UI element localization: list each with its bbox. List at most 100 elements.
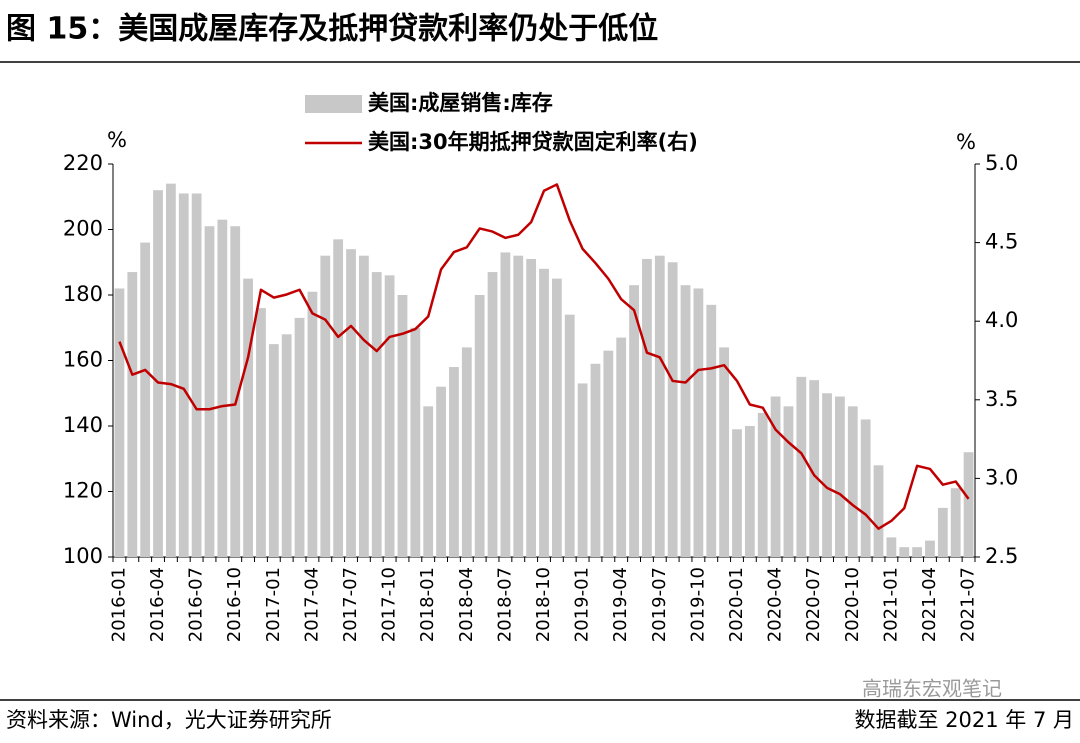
bar	[873, 465, 884, 557]
bar	[461, 347, 472, 557]
bar	[230, 226, 241, 557]
bar	[937, 507, 948, 557]
bar	[166, 183, 176, 557]
note: 数据截至 2021 年 7 月	[854, 708, 1074, 732]
watermark: 高瑞东宏观笔记	[862, 677, 1002, 701]
y-tick-label: 140	[63, 413, 103, 437]
source: 资料来源：Wind，光大证券研究所	[6, 708, 332, 732]
bar	[268, 344, 279, 557]
x-tick-label: 2016-04	[147, 567, 168, 642]
bar	[809, 380, 820, 557]
bar	[346, 249, 356, 557]
x-tick-label: 2016-07	[186, 567, 207, 642]
x-tick-label: 2020-01	[726, 567, 747, 642]
bar	[281, 334, 292, 557]
bar	[925, 540, 935, 557]
chart-title: 图 15：美国成屋库存及抵押贷款利率仍处于低位	[6, 12, 658, 47]
line	[118, 183, 970, 530]
bar	[590, 363, 601, 557]
y-tick-label: 120	[63, 479, 103, 503]
x-tick-label: 2018-07	[494, 567, 515, 642]
y2-tick-label: 3.0	[985, 465, 1018, 489]
y-tick-label: 180	[63, 282, 103, 306]
bar	[886, 537, 897, 557]
bar	[320, 255, 331, 557]
bar	[847, 406, 858, 557]
bar	[899, 547, 910, 557]
y2-tick-label: 3.5	[985, 387, 1018, 411]
bar	[603, 350, 614, 557]
x-tick-label: 2019-10	[687, 567, 708, 642]
x-tick-label: 2019-07	[649, 567, 670, 642]
bar	[693, 288, 704, 557]
y2-unit: %	[956, 130, 976, 154]
legend-label: 美国:30年期抵押贷款固定利率(右)	[368, 130, 698, 154]
x-tick-label: 2019-01	[572, 567, 593, 642]
y2-tick-label: 4.0	[985, 308, 1018, 332]
bar	[950, 488, 961, 557]
bar	[114, 288, 125, 557]
bar	[500, 252, 511, 558]
bar	[680, 285, 691, 557]
y-unit: %	[107, 128, 127, 152]
bar	[333, 239, 344, 557]
bar	[539, 268, 549, 557]
bar	[860, 419, 871, 557]
bar	[487, 272, 498, 557]
bar	[294, 317, 305, 557]
bar	[358, 255, 369, 557]
bar	[178, 193, 189, 557]
x-tick-label: 2020-04	[765, 567, 786, 642]
x-tick-label: 2018-04	[456, 567, 477, 642]
legend-label: 美国:成屋销售:库存	[368, 91, 553, 115]
bar	[835, 396, 845, 557]
bar	[577, 383, 588, 557]
bar	[783, 406, 794, 557]
bar	[217, 219, 228, 558]
x-tick-label: 2018-01	[417, 567, 438, 642]
x-tick-label: 2019-04	[610, 567, 631, 642]
bar	[243, 278, 253, 557]
bar	[423, 406, 434, 557]
bar	[642, 258, 652, 557]
x-tick-label: 2020-07	[803, 567, 824, 642]
bar	[564, 314, 575, 557]
bar	[191, 193, 202, 557]
bar	[474, 295, 485, 557]
bar	[822, 393, 832, 557]
bar	[397, 295, 408, 557]
bar	[127, 272, 138, 557]
bar	[744, 426, 755, 557]
y-tick-label: 100	[63, 544, 103, 568]
x-tick-label: 2016-01	[108, 567, 129, 642]
bar	[706, 304, 717, 557]
y2-tick-label: 4.5	[985, 230, 1018, 254]
bar	[551, 278, 562, 557]
bar	[410, 327, 421, 557]
bar	[449, 367, 459, 557]
y2-tick-label: 2.5	[985, 544, 1018, 568]
bar	[153, 190, 163, 557]
bar	[513, 255, 524, 557]
bar	[963, 452, 974, 557]
x-tick-label: 2021-01	[880, 567, 901, 642]
x-tick-label: 2017-07	[340, 567, 361, 642]
y2-tick-label: 5.0	[985, 151, 1018, 175]
bar	[384, 275, 395, 557]
bar	[667, 262, 678, 557]
x-tick-label: 2021-07	[958, 567, 979, 642]
bar	[912, 547, 922, 557]
bar	[526, 258, 537, 557]
bar	[732, 429, 742, 557]
x-tick-label: 2020-10	[842, 567, 863, 642]
x-tick-label: 2018-10	[533, 567, 554, 642]
x-tick-label: 2016-10	[224, 567, 245, 642]
bar	[256, 308, 266, 557]
bar	[204, 226, 215, 557]
x-tick-label: 2017-01	[263, 567, 284, 642]
x-tick-label: 2017-10	[379, 567, 400, 642]
y-tick-label: 220	[63, 151, 103, 175]
x-tick-label: 2021-04	[919, 567, 940, 642]
bar	[616, 337, 627, 557]
